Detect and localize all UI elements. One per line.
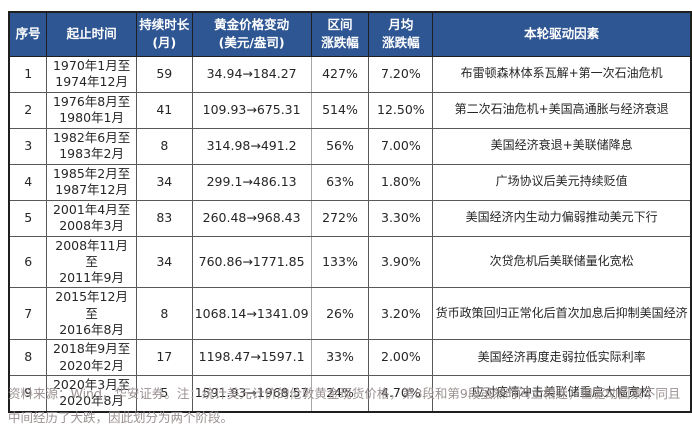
cell-range_change: 63% [310,163,370,201]
cell-no: 1 [8,55,48,93]
cell-duration: 59 [135,55,193,93]
cell-price_change: 314.98→491.2 [191,127,312,165]
cell-price_change: 1591.93→1968.57 [191,375,312,412]
cell-duration: 41 [135,91,193,129]
cell-monthly_change: 3.30% [368,199,434,237]
cell-period: 2001年4月至 2008年3月 [46,199,137,237]
cell-range_change: 427% [310,55,370,93]
column-header-price_change: 黄金价格变动 (美元/盎司) [191,11,312,57]
cell-duration: 8 [135,287,193,340]
cell-driver: 布雷顿森林体系瓦解+第一次石油危机 [432,55,692,93]
gold-phases-table: 序号 起止时间 持续时长 (月) 黄金价格变动 (美元/盎司) 区间 涨跌幅 月均 涨跌幅… [8,11,692,413]
cell-no: 2 [8,91,48,129]
cell-period: 2015年12月至 2016年8月 [46,287,137,340]
cell-price_change: 34.94→184.27 [191,55,312,93]
cell-driver: 美国经济内生动力偏弱推动美元下行 [432,199,692,237]
cell-range_change: 56% [310,127,370,165]
cell-period: 1985年2月至 1987年12月 [46,163,137,201]
cell-period: 1976年8月至 1980年1月 [46,91,137,129]
source-footnote: 资料来源：Wind，华安证券。注：统计美元计价的伦敦黄金现货价格，第8段和第9段… [8,382,688,430]
cell-monthly_change: 1.80% [368,163,434,201]
cell-monthly_change: 4.70% [368,375,434,412]
cell-driver: 货币政策回归正常化后首次加息后抑制美国经济 [432,287,692,340]
cell-range_change: 24% [310,375,370,412]
table-row: 5 2001年4月至 2008年3月 83 260.48→968.43 272% 3.30… [8,199,692,237]
cell-duration: 83 [135,199,193,237]
cell-no: 8 [8,339,48,376]
gold-phases-table-container: 序号 起止时间 持续时长 (月) 黄金价格变动 (美元/盎司) 区间 涨跌幅 月均 涨跌幅… [8,11,692,413]
cell-no: 9 [8,375,48,412]
cell-driver: 美国经济衰退+美联储降息 [432,127,692,165]
column-header-no: 序号 [8,11,48,57]
cell-price_change: 260.48→968.43 [191,199,312,237]
column-header-period: 起止时间 [46,11,137,57]
cell-driver: 广场协议后美元持续贬值 [432,163,692,201]
cell-price_change: 299.1→486.13 [191,163,312,201]
table-row: 3 1982年6月至 1983年2月 8 314.98→491.2 56% 7.00% 美国… [8,127,692,165]
cell-no: 7 [8,287,48,340]
cell-driver: 美国经济再度走弱拉低实际利率 [432,339,692,376]
table-body: 1 1970年1月至 1974年12月 59 34.94→184.27 427% 7.20… [8,55,692,412]
cell-monthly_change: 2.00% [368,339,434,376]
footnote-line-1: 资料来源：Wind，华安证券。注：统计美元计价的伦敦黄金现货价格，第8段和第9段… [8,386,681,401]
cell-price_change: 1198.47→1597.1 [191,339,312,376]
cell-period: 2008年11月至 2011年9月 [46,235,137,289]
table-row: 8 2018年9月至 2020年2月 17 1198.47→1597.1 33% 2.00… [8,339,692,376]
table-row: 6 2008年11月至 2011年9月 34 760.86→1771.85 133% 3.… [8,235,692,289]
cell-period: 1970年1月至 1974年12月 [46,55,137,93]
table-row: 2 1976年8月至 1980年1月 41 109.93→675.31 514% 12.5… [8,91,692,129]
cell-no: 4 [8,163,48,201]
cell-price_change: 109.93→675.31 [191,91,312,129]
cell-monthly_change: 3.90% [368,235,434,289]
column-header-driver: 本轮驱动因素 [432,11,692,57]
cell-monthly_change: 3.20% [368,287,434,340]
footnote-line-2: 中间经历了大跌，因此划分为两个阶段。 [8,410,234,425]
cell-duration: 34 [135,163,193,201]
table-row: 9 2020年3月至 2020年8月 5 1591.93→1968.57 24% 4.70… [8,375,692,412]
cell-range_change: 133% [310,235,370,289]
cell-duration: 17 [135,339,193,376]
cell-period: 1982年6月至 1983年2月 [46,127,137,165]
table-row: 4 1985年2月至 1987年12月 34 299.1→486.13 63% 1.80%… [8,163,692,201]
cell-monthly_change: 7.20% [368,55,434,93]
cell-no: 6 [8,235,48,289]
cell-driver: 第二次石油危机+美国高通胀与经济衰退 [432,91,692,129]
cell-duration: 8 [135,127,193,165]
table-row: 7 2015年12月至 2016年8月 8 1068.14→1341.09 26% 3.2… [8,287,692,340]
cell-range_change: 272% [310,199,370,237]
column-header-monthly_change: 月均 涨跌幅 [368,11,434,57]
cell-price_change: 760.86→1771.85 [191,235,312,289]
table-row: 1 1970年1月至 1974年12月 59 34.94→184.27 427% 7.20… [8,55,692,93]
cell-range_change: 33% [310,339,370,376]
column-header-duration: 持续时长 (月) [135,11,193,57]
cell-duration: 34 [135,235,193,289]
column-header-range_change: 区间 涨跌幅 [310,11,370,57]
cell-price_change: 1068.14→1341.09 [191,287,312,340]
cell-driver: 次贷危机后美联储量化宽松 [432,235,692,289]
cell-driver: 应对疫情冲击美联储重启大幅宽松 [432,375,692,412]
cell-no: 3 [8,127,48,165]
cell-monthly_change: 7.00% [368,127,434,165]
cell-no: 5 [8,199,48,237]
table-header-row: 序号 起止时间 持续时长 (月) 黄金价格变动 (美元/盎司) 区间 涨跌幅 月均 涨跌幅… [8,11,692,57]
cell-monthly_change: 12.50% [368,91,434,129]
cell-range_change: 514% [310,91,370,129]
cell-range_change: 26% [310,287,370,340]
cell-period: 2018年9月至 2020年2月 [46,339,137,376]
